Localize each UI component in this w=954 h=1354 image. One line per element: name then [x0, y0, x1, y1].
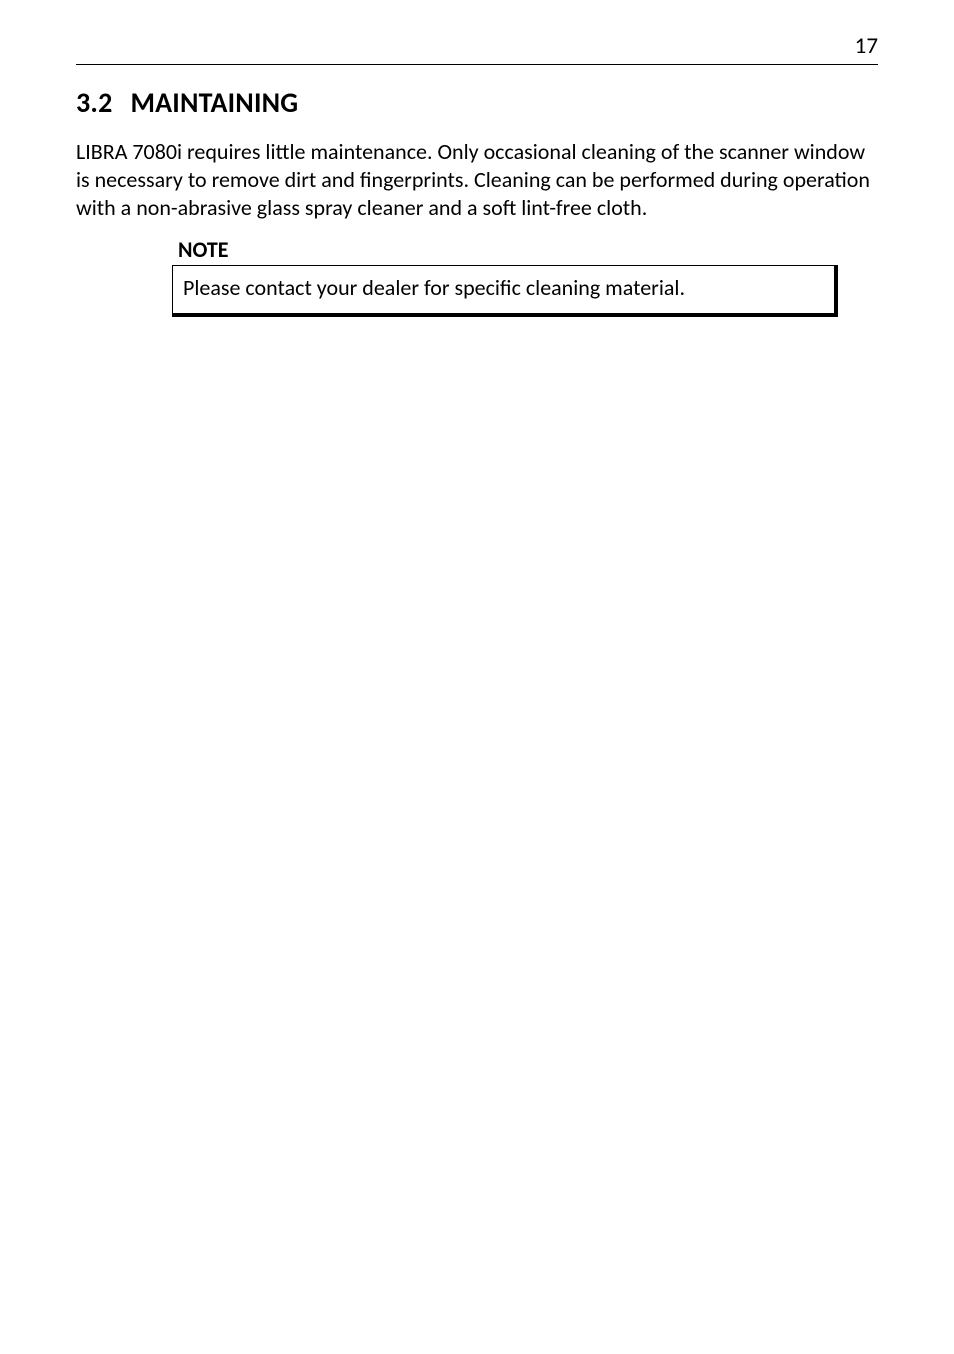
- note-block: NOTE Please contact your dealer for spec…: [172, 236, 838, 316]
- body-paragraph: LIBRA 7080i requires little maintenance.…: [76, 138, 878, 222]
- section-heading: 3.2 MAINTAINING: [76, 85, 878, 120]
- section-number: 3.2: [76, 85, 112, 120]
- section-title: MAINTAINING: [130, 85, 298, 120]
- note-box: Please contact your dealer for specific …: [172, 265, 838, 316]
- page-header: 17: [76, 32, 878, 65]
- page: 17 3.2 MAINTAINING LIBRA 7080i requires l…: [0, 0, 954, 1354]
- note-label: NOTE: [172, 236, 838, 263]
- page-number: 17: [855, 32, 878, 60]
